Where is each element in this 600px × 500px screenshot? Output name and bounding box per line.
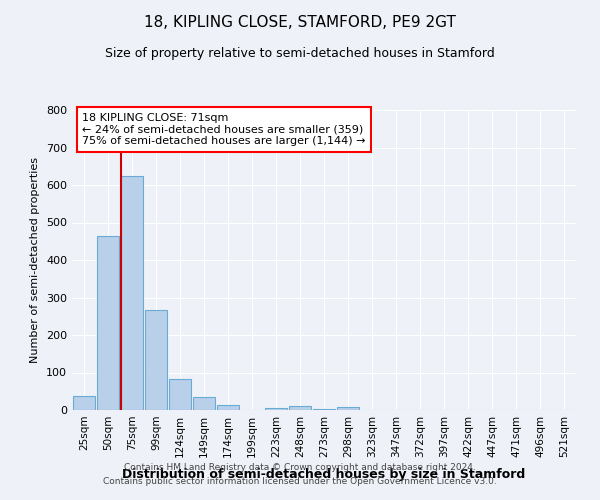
Text: 18 KIPLING CLOSE: 71sqm
← 24% of semi-detached houses are smaller (359)
75% of s: 18 KIPLING CLOSE: 71sqm ← 24% of semi-de… (82, 113, 365, 146)
Bar (337, 407, 359, 410)
Bar (265, 408, 287, 410)
Bar (121, 176, 143, 410)
Text: Contains HM Land Registry data © Crown copyright and database right 2024.: Contains HM Land Registry data © Crown c… (124, 464, 476, 472)
Bar (169, 379, 191, 410)
Bar (313, 409, 335, 410)
Bar (289, 406, 311, 410)
Bar (97, 236, 119, 410)
Bar (73, 396, 95, 410)
Text: Size of property relative to semi-detached houses in Stamford: Size of property relative to semi-detach… (105, 48, 495, 60)
Text: 18, KIPLING CLOSE, STAMFORD, PE9 2GT: 18, KIPLING CLOSE, STAMFORD, PE9 2GT (144, 15, 456, 30)
Y-axis label: Number of semi-detached properties: Number of semi-detached properties (31, 157, 40, 363)
Bar (193, 396, 215, 410)
Bar (217, 405, 239, 410)
X-axis label: Distribution of semi-detached houses by size in Stamford: Distribution of semi-detached houses by … (122, 468, 526, 481)
Bar (145, 310, 167, 410)
Text: Contains public sector information licensed under the Open Government Licence v3: Contains public sector information licen… (103, 477, 497, 486)
